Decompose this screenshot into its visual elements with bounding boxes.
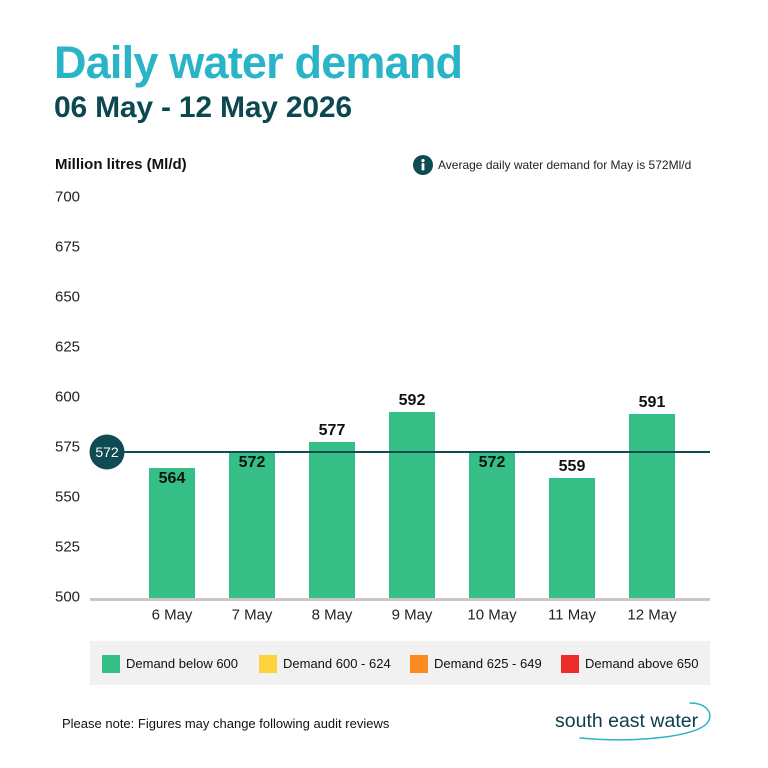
legend-swatch: [102, 655, 120, 673]
bar: [149, 468, 195, 598]
average-marker-label: 572: [95, 444, 119, 460]
south-east-water-logo: south east water: [555, 702, 711, 741]
legend-label: Demand below 600: [126, 656, 239, 671]
x-tick-label: 10 May: [467, 607, 517, 624]
bar: [309, 442, 355, 598]
y-tick-label: 625: [55, 339, 80, 356]
x-tick-label: 7 May: [232, 607, 273, 624]
y-axis-title: Million litres (Ml/d): [55, 156, 187, 173]
y-tick-label: 700: [55, 189, 80, 206]
y-tick-label: 500: [55, 589, 80, 606]
x-tick-label: 8 May: [312, 607, 353, 624]
y-tick-label: 525: [55, 539, 80, 556]
bar: [629, 414, 675, 598]
bar-value-label: 564: [159, 470, 186, 487]
info-icon: [413, 155, 433, 175]
y-tick-label: 600: [55, 389, 80, 406]
bar-value-label: 572: [239, 454, 266, 471]
legend: Demand below 600 Demand 600 - 624 Demand…: [90, 641, 710, 685]
y-tick-label: 575: [55, 439, 80, 456]
x-tick-label: 11 May: [548, 607, 597, 624]
x-tick-label: 6 May: [152, 607, 193, 624]
bar-value-label: 591: [639, 394, 666, 411]
bar-value-label: 592: [399, 392, 426, 409]
bar-value-label: 577: [319, 422, 346, 439]
y-tick-label: 550: [55, 489, 80, 506]
legend-label: Demand above 650: [585, 656, 699, 671]
footnote: Please note: Figures may change followin…: [62, 716, 390, 731]
y-tick-label: 650: [55, 289, 80, 306]
x-tick-label: 12 May: [627, 607, 677, 624]
legend-swatch: [410, 655, 428, 673]
chart-subtitle: 06 May - 12 May 2026: [54, 91, 352, 124]
legend-label: Demand 600 - 624: [283, 656, 391, 671]
bar-value-label: 572: [479, 454, 506, 471]
bar: [389, 412, 435, 598]
legend-label: Demand 625 - 649: [434, 656, 542, 671]
legend-swatch: [259, 655, 277, 673]
legend-swatch: [561, 655, 579, 673]
logo-swoosh: [579, 702, 711, 741]
bar: [469, 452, 515, 598]
average-annotation: Average daily water demand for May is 57…: [438, 158, 692, 172]
logo-wordmark: south east water: [555, 710, 699, 732]
chart-title: Daily water demand: [54, 37, 463, 88]
x-tick-label: 9 May: [392, 607, 433, 624]
bar: [229, 452, 275, 598]
y-tick-label: 675: [55, 239, 80, 256]
bar: [549, 478, 595, 598]
bar-value-label: 559: [559, 458, 586, 475]
average-marker: [89, 434, 125, 470]
